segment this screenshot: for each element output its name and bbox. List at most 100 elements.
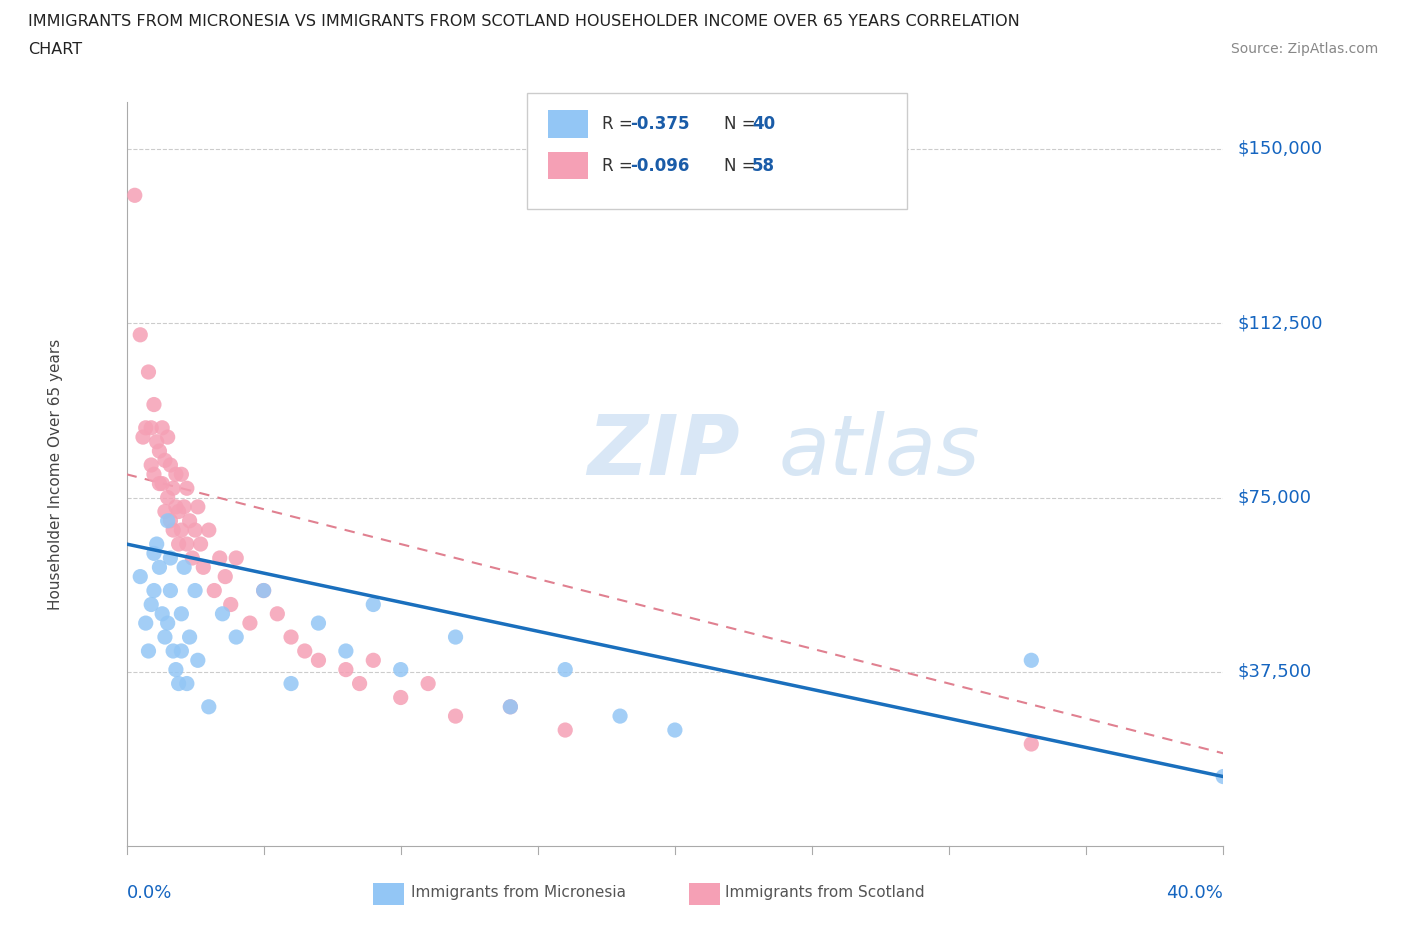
Point (170, 523, 193, 538)
Text: 40.0%: 40.0% (1167, 884, 1223, 901)
Point (135, 420, 157, 435)
Point (143, 546, 166, 561)
Point (141, 458, 163, 472)
Point (162, 523, 184, 538)
Point (135, 616, 157, 631)
Point (153, 504, 176, 519)
Point (184, 523, 207, 538)
Point (609, 709, 631, 724)
Point (363, 597, 385, 612)
Point (219, 597, 242, 612)
Point (145, 537, 167, 551)
Point (1212, 769, 1234, 784)
Point (170, 467, 193, 482)
Text: $75,000: $75,000 (1237, 488, 1312, 507)
Text: N =: N = (724, 114, 761, 133)
Point (308, 653, 330, 668)
Text: Source: ZipAtlas.com: Source: ZipAtlas.com (1230, 42, 1378, 56)
Point (214, 569, 236, 584)
Point (179, 513, 201, 528)
Point (148, 444, 170, 458)
Point (280, 676, 302, 691)
Point (176, 676, 198, 691)
Text: Immigrants from Micronesia: Immigrants from Micronesia (411, 885, 626, 900)
Point (143, 467, 166, 482)
Text: R =: R = (602, 156, 638, 175)
Point (159, 458, 181, 472)
Point (253, 583, 276, 598)
Point (165, 467, 187, 482)
Text: Householder Income Over 65 years: Householder Income Over 65 years (48, 339, 63, 610)
Text: N =: N = (724, 156, 761, 175)
Point (156, 616, 179, 631)
Point (197, 523, 219, 538)
Point (173, 560, 195, 575)
Point (389, 662, 412, 677)
Point (187, 499, 209, 514)
Point (208, 551, 231, 565)
Point (554, 662, 576, 677)
Point (202, 583, 225, 598)
Point (156, 430, 179, 445)
Point (181, 551, 204, 565)
Point (176, 537, 198, 551)
Text: 0.0%: 0.0% (127, 884, 172, 901)
Point (335, 644, 357, 658)
Point (1021, 653, 1043, 668)
Point (143, 583, 166, 598)
Point (167, 504, 190, 519)
Point (150, 420, 173, 435)
Point (150, 606, 173, 621)
Point (153, 453, 176, 468)
Point (225, 551, 247, 565)
Text: Immigrants from Scotland: Immigrants from Scotland (725, 885, 925, 900)
Point (176, 481, 198, 496)
Point (148, 560, 170, 575)
Point (170, 644, 193, 658)
Point (165, 499, 187, 514)
Text: 40: 40 (752, 114, 775, 133)
Point (167, 537, 190, 551)
Point (167, 676, 190, 691)
Point (211, 606, 233, 621)
Point (444, 630, 467, 644)
Text: 58: 58 (752, 156, 775, 175)
Point (153, 630, 176, 644)
Text: -0.375: -0.375 (630, 114, 689, 133)
Point (173, 499, 195, 514)
Point (193, 560, 215, 575)
Point (499, 699, 522, 714)
Point (150, 476, 173, 491)
Point (165, 662, 187, 677)
Text: $112,500: $112,500 (1237, 314, 1323, 332)
Point (148, 476, 170, 491)
Point (159, 513, 181, 528)
Point (124, 188, 146, 203)
Point (179, 630, 201, 644)
Point (156, 490, 179, 505)
Point (389, 690, 412, 705)
Point (184, 583, 207, 598)
Point (266, 606, 288, 621)
Text: atlas: atlas (779, 411, 981, 493)
Point (190, 537, 212, 551)
Point (664, 723, 686, 737)
Point (141, 420, 163, 435)
Point (499, 699, 522, 714)
Text: IMMIGRANTS FROM MICRONESIA VS IMMIGRANTS FROM SCOTLAND HOUSEHOLDER INCOME OVER 6: IMMIGRANTS FROM MICRONESIA VS IMMIGRANTS… (28, 14, 1019, 29)
Point (554, 723, 576, 737)
Text: $150,000: $150,000 (1237, 140, 1322, 158)
Point (159, 583, 181, 598)
Point (141, 597, 163, 612)
Point (129, 327, 152, 342)
Point (156, 513, 179, 528)
Point (132, 430, 155, 445)
Point (145, 434, 167, 449)
Point (363, 653, 385, 668)
Text: -0.096: -0.096 (630, 156, 689, 175)
Point (162, 644, 184, 658)
Point (444, 709, 467, 724)
Point (253, 583, 276, 598)
Text: $37,500: $37,500 (1237, 663, 1312, 681)
Point (159, 551, 181, 565)
